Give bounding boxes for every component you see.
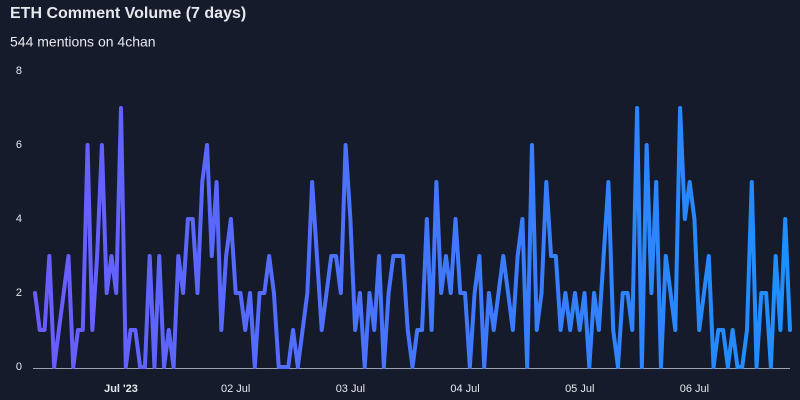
chart-title: ETH Comment Volume (7 days) [10,5,246,22]
y-tick-label: 2 [16,287,22,299]
volume-line [33,106,792,369]
x-tick-label: 04 Jul [450,383,479,395]
x-tick-label: 06 Jul [680,383,709,395]
x-tick-label: 05 Jul [565,383,594,395]
chart-subtitle: 544 mentions on 4chan [10,34,156,50]
y-tick-label: 8 [16,65,22,77]
x-tick-label: 02 Jul [221,383,250,395]
y-tick-label: 6 [16,139,22,151]
y-tick-label: 4 [16,213,22,225]
y-tick-label: 0 [16,361,22,373]
x-tick-label: Jul '23 [104,383,138,395]
x-tick-label: 03 Jul [336,383,365,395]
